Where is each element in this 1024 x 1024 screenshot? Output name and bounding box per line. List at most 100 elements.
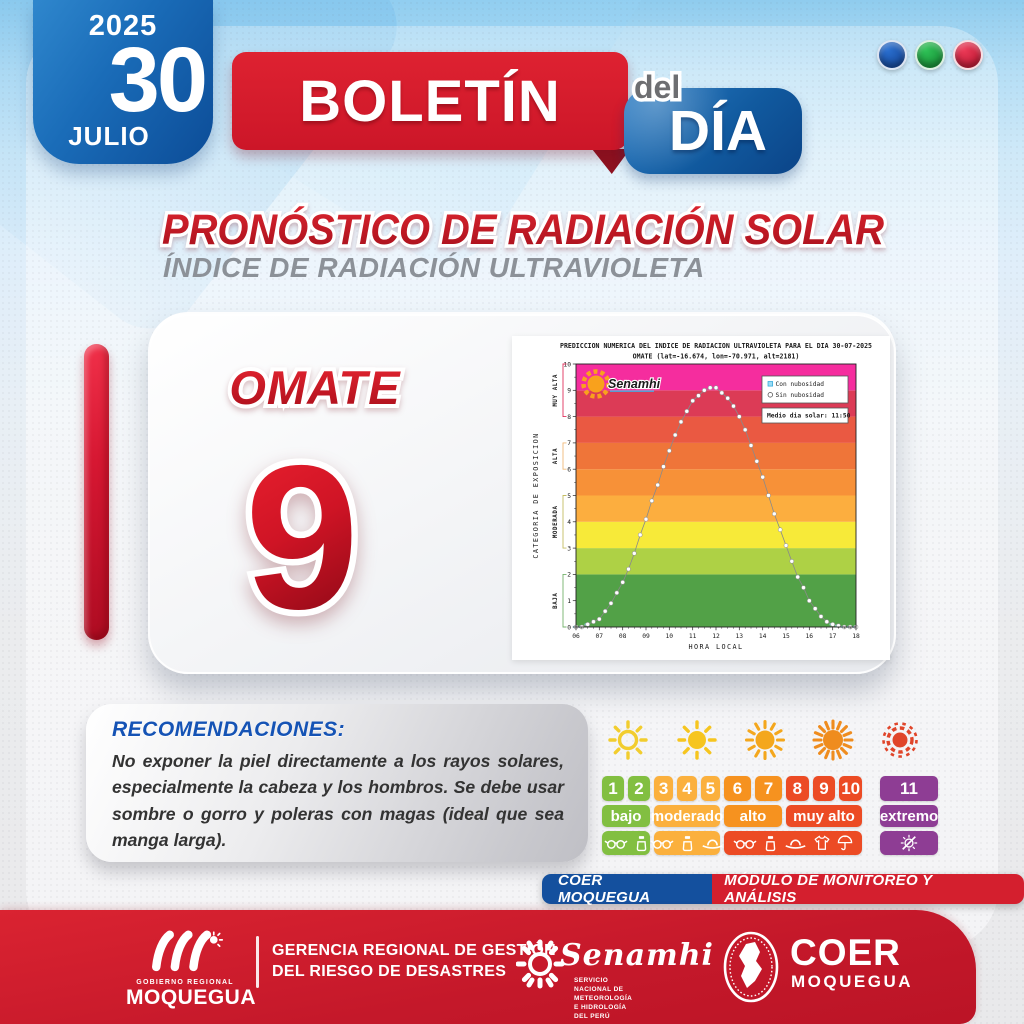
page-title: PRONÓSTICO DE RADIACIÓN SOLAR — [160, 203, 888, 258]
svg-text:MUY ALTA: MUY ALTA — [553, 374, 559, 407]
uv-index-value-text: 9 — [245, 423, 359, 643]
svg-text:HORA LOCAL: HORA LOCAL — [689, 643, 744, 651]
office-line2: DEL RIESGO DE DESASTRES — [272, 963, 507, 981]
uv-scale-legend: 1 2 bajo 3 4 5 moderado 6 7 alto 8 9 10 muy alto 11 ext… — [602, 710, 940, 860]
coer-moquegua-badge: COER MOQUEGUA — [542, 872, 713, 906]
uv-sun-filled12-icon — [741, 716, 789, 764]
office-name: GERENCIA REGIONAL DE GESTIÓN DEL RIESGO … — [272, 940, 556, 982]
uv-level-label-extremo: extremo — [880, 805, 938, 827]
senamhi-watermark-icon: Senamhi — [581, 369, 662, 399]
recommendations-heading: RECOMENDACIONES: — [112, 718, 346, 741]
sunscreen-icon — [764, 835, 777, 852]
svg-text:CATEGORIA DE EXPOSICION: CATEGORIA DE EXPOSICION — [532, 432, 540, 558]
date-badge: 2025 30 JULIO — [33, 0, 213, 164]
svg-text:7: 7 — [567, 440, 571, 447]
svg-text:4: 4 — [567, 519, 571, 526]
uv-index-tile-2: 2 — [628, 776, 650, 801]
chart-legend: Con nubosidad Sin nubosidad Medio dia so… — [761, 375, 851, 424]
uv-sun-filled16-icon — [809, 716, 857, 764]
uv-protection-icons-bar — [650, 831, 723, 855]
dia-box: DÍA — [624, 88, 802, 174]
umbrella-icon — [837, 835, 853, 851]
uv-sun-extreme-icon — [876, 716, 924, 764]
svg-text:09: 09 — [642, 633, 650, 640]
shirt-icon — [814, 835, 830, 851]
svg-text:0: 0 — [567, 624, 571, 631]
svg-text:8: 8 — [567, 414, 571, 421]
uv-index-tile-10: 10 — [839, 776, 862, 801]
station-name-text: OMATE — [229, 361, 401, 414]
svg-text:6: 6 — [567, 467, 571, 474]
uv-index-value: 9 — [238, 417, 365, 644]
svg-text:OMATE (lat=-16.674, lon=-70.97: OMATE (lat=-16.674, lon=-70.971, alt=218… — [633, 353, 800, 361]
uv-level-label-muy-alto: muy alto — [786, 805, 862, 827]
del-text: del — [634, 69, 680, 105]
moquegua-m-icon — [152, 930, 224, 972]
footer-divider — [256, 936, 259, 988]
svg-text:2: 2 — [567, 572, 571, 579]
svg-text:3: 3 — [567, 545, 571, 552]
uv-index-tile-8: 8 — [786, 776, 809, 801]
footer-bar: GOBIERNO REGIONAL MOQUEGUA GERENCIA REGI… — [0, 910, 976, 1024]
svg-text:12: 12 — [712, 633, 720, 640]
uv-protection-icons-bar — [880, 831, 938, 855]
recommendations-card: RECOMENDACIONES: No exponer la piel dire… — [86, 704, 588, 862]
station-name: OMATE — [225, 357, 404, 418]
bulletin-ribbon: BOLETÍN — [232, 52, 628, 150]
date-month: JULIO — [68, 121, 150, 152]
recommendations-body: No exponer la piel directamente a los ra… — [112, 751, 564, 851]
sunglasses-icon — [733, 837, 757, 850]
senamhi-subtitle: SERVICIO NACIONAL DE METEOROLOGÍA E HIDR… — [574, 977, 633, 1021]
date-year: 2025 — [88, 10, 158, 42]
window-dots — [877, 40, 999, 70]
main-title-text: PRONÓSTICO DE RADIACIÓN SOLAR — [162, 206, 884, 254]
hat-icon — [784, 837, 807, 850]
uv-protection-icons-bar — [602, 831, 650, 855]
svg-text:18: 18 — [852, 633, 860, 640]
svg-text:PREDICCION NUMERICA DEL INDICE: PREDICCION NUMERICA DEL INDICE DE RADIAC… — [560, 342, 872, 350]
uv-index-tile-4: 4 — [677, 776, 697, 801]
uv-index-tile-7: 7 — [755, 776, 782, 801]
svg-text:9: 9 — [567, 388, 571, 395]
uv-level-label-bajo: bajo — [602, 805, 650, 827]
sunscreen-icon — [681, 835, 694, 852]
hat-icon — [701, 837, 724, 850]
svg-text:ALTA: ALTA — [553, 448, 559, 464]
svg-text:10: 10 — [666, 633, 674, 640]
svg-text:BAJA: BAJA — [553, 593, 559, 609]
sunglasses-icon — [650, 837, 674, 850]
svg-text:08: 08 — [619, 633, 627, 640]
uv-level-label-moderado: moderado — [651, 805, 723, 827]
uv-index-tile-3: 3 — [654, 776, 674, 801]
footer-badges: COER MOQUEGUA MÓDULO DE MONITOREO Y ANÁL… — [542, 872, 1024, 906]
svg-text:16: 16 — [806, 633, 814, 640]
uv-index-tile-11: 11 — [880, 776, 938, 801]
senamhi-wordmark: Senamhi — [560, 938, 714, 973]
svg-text:17: 17 — [829, 633, 837, 640]
monitoring-module-badge: MÓDULO DE MONITOREO Y ANÁLISIS — [712, 872, 1024, 906]
svg-text:06: 06 — [572, 633, 580, 640]
uv-sun-filled8-icon — [673, 716, 721, 764]
svg-text:Con nubosidad: Con nubosidad — [776, 381, 825, 388]
sun-crossed-icon — [900, 834, 918, 852]
window-dot-icon — [877, 40, 907, 70]
office-line1: GERENCIA REGIONAL DE GESTIÓN — [272, 942, 556, 959]
svg-text:MODERADA: MODERADA — [553, 505, 559, 538]
svg-text:1: 1 — [567, 598, 571, 605]
svg-text:Sin nubosidad: Sin nubosidad — [776, 392, 825, 399]
gobierno-regional-label: GOBIERNO REGIONAL — [136, 979, 234, 986]
uv-forecast-chart-panel: Senamhi 0 1 2 3 4 5 6 7 8 9 10 06 07 08 09 10 11 12 13 14 15… — [512, 336, 890, 660]
svg-text:15: 15 — [782, 633, 790, 640]
svg-text:07: 07 — [596, 633, 604, 640]
senamhi-sun-icon — [516, 939, 565, 989]
moquegua-label: MOQUEGUA — [126, 986, 256, 1009]
uv-index-tile-1: 1 — [602, 776, 624, 801]
subtitle: ÍNDICE DE RADIACIÓN ULTRAVIOLETA — [163, 252, 705, 283]
window-dot-icon — [915, 40, 945, 70]
uv-protection-icons-bar — [724, 831, 862, 855]
svg-text:5: 5 — [567, 493, 571, 500]
svg-text:Medio dia solar: 11:50: Medio dia solar: 11:50 — [767, 412, 851, 420]
sunglasses-icon — [604, 837, 628, 850]
